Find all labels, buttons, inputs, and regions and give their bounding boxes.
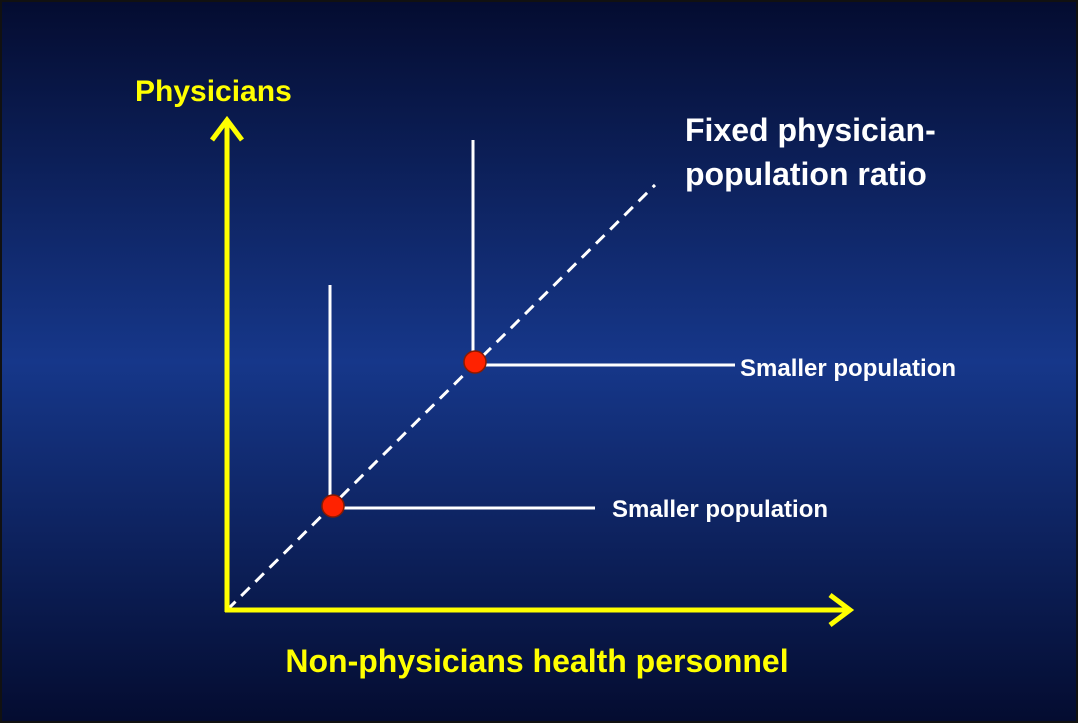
x-axis-arrow xyxy=(828,593,855,627)
point-label: Smaller population xyxy=(612,496,828,523)
line-label: population ratio xyxy=(685,156,927,192)
y-axis-label: Physicians xyxy=(135,75,292,108)
point xyxy=(463,350,487,374)
ratio-line xyxy=(225,183,657,612)
x-axis-label: Non-physicians health personnel xyxy=(285,643,788,679)
point xyxy=(321,494,345,518)
y-axis-arrow xyxy=(210,115,244,142)
line-label: Fixed physician- xyxy=(685,112,936,148)
point-label: Smaller population xyxy=(740,355,956,382)
